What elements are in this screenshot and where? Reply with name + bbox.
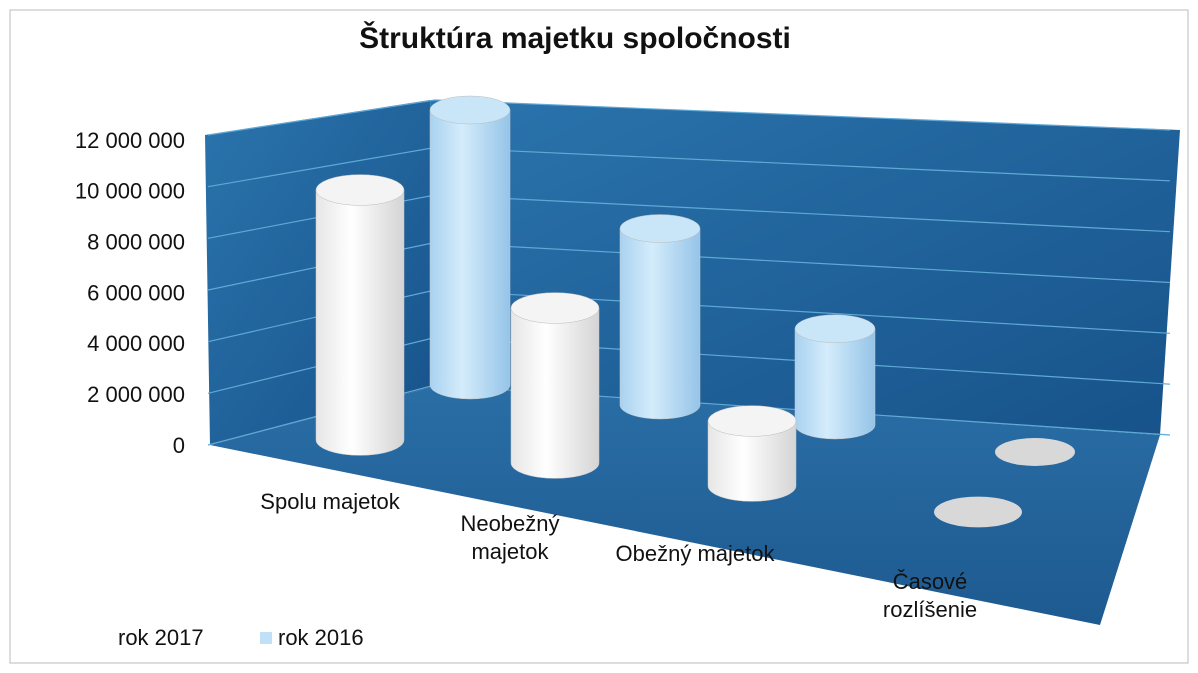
cylinder bbox=[794, 314, 876, 440]
cylinder-body bbox=[794, 328, 876, 440]
y-tick-label: 10 000 000 bbox=[75, 179, 185, 204]
legend-swatch bbox=[260, 632, 272, 644]
x-tick-label: Obežný majetok bbox=[615, 541, 775, 566]
y-tick-label: 2 000 000 bbox=[87, 382, 185, 407]
cylinder-body bbox=[707, 420, 797, 502]
cylinder bbox=[619, 214, 701, 420]
x-tick-label: Neobežný majetok bbox=[460, 511, 560, 564]
cylinder bbox=[934, 496, 1022, 528]
legend-label: rok 2016 bbox=[278, 625, 364, 650]
y-tick-label: 4 000 000 bbox=[87, 331, 185, 356]
grid-line bbox=[207, 99, 1171, 136]
chart-border bbox=[9, 9, 1189, 664]
cylinder-body bbox=[619, 228, 701, 420]
x-tick-label: Spolu majetok bbox=[260, 489, 400, 514]
cylinder-body bbox=[429, 109, 511, 400]
cylinder-top bbox=[707, 405, 797, 437]
cylinder-body bbox=[315, 189, 405, 456]
cylinder-top bbox=[934, 496, 1022, 528]
legend-swatch bbox=[100, 632, 112, 644]
cylinder-top bbox=[794, 314, 876, 343]
back-wall bbox=[430, 100, 1180, 435]
cylinder-body bbox=[510, 307, 600, 479]
cylinder bbox=[707, 405, 797, 502]
cylinder-top bbox=[315, 174, 405, 206]
cylinder bbox=[429, 95, 511, 400]
cylinder bbox=[315, 174, 405, 456]
chart-title: Štruktúra majetku spoločnosti bbox=[359, 21, 791, 55]
cylinder bbox=[995, 438, 1075, 466]
x-tick-label: Časové rozlíšenie bbox=[882, 569, 978, 622]
y-tick-label: 0 bbox=[173, 433, 185, 458]
cylinder-top bbox=[619, 214, 701, 243]
cylinder-top bbox=[429, 95, 511, 125]
y-tick-label: 6 000 000 bbox=[87, 280, 185, 305]
y-tick-label: 12 000 000 bbox=[75, 128, 185, 153]
cylinder bbox=[510, 292, 600, 479]
legend-label: rok 2017 bbox=[118, 625, 204, 650]
y-tick-label: 8 000 000 bbox=[87, 229, 185, 254]
floor bbox=[210, 385, 1160, 625]
cylinder-top bbox=[510, 292, 600, 324]
cylinder-top bbox=[995, 438, 1075, 466]
